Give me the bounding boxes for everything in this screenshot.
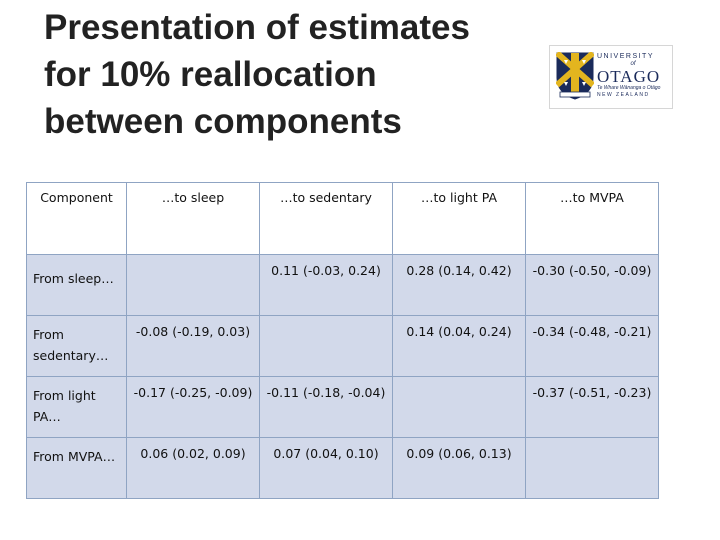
row-header: From MVPA… [26, 437, 127, 499]
column-header: …to sleep [126, 182, 260, 255]
table-row: From MVPA… 0.06 (0.02, 0.09) 0.07 (0.04,… [26, 437, 659, 499]
logo-line: OTAGO [597, 67, 661, 86]
table-cell [392, 376, 526, 438]
estimates-table: Component …to sleep …to sedentary …to li… [26, 182, 659, 499]
column-header: …to light PA [392, 182, 526, 255]
table-header-row: Component …to sleep …to sedentary …to li… [26, 182, 659, 255]
table-cell: 0.28 (0.14, 0.42) [392, 254, 526, 316]
table-cell: -0.34 (-0.48, -0.21) [525, 315, 659, 377]
row-header: From sleep… [26, 254, 127, 316]
table-row: From sedentary… -0.08 (-0.19, 0.03) 0.14… [26, 315, 659, 377]
slide-title-line: Presentation of estimates [44, 8, 470, 47]
table-cell: 0.06 (0.02, 0.09) [126, 437, 260, 499]
table-cell: -0.17 (-0.25, -0.09) [126, 376, 260, 438]
row-header: From sedentary… [26, 315, 127, 377]
table-cell: -0.11 (-0.18, -0.04) [259, 376, 393, 438]
column-header: …to sedentary [259, 182, 393, 255]
table-cell: 0.11 (-0.03, 0.24) [259, 254, 393, 316]
table-cell: 0.14 (0.04, 0.24) [392, 315, 526, 377]
table-cell [259, 315, 393, 377]
otago-crest-icon [556, 52, 594, 100]
row-header: From light PA… [26, 376, 127, 438]
logo-wordmark: UNIVERSITY of OTAGO Te Whare Wānanga o O… [597, 52, 669, 99]
slide-title: Presentation of estimates for 10% reallo… [44, 4, 544, 145]
slide-title-line: between components [44, 102, 402, 141]
table-cell: -0.30 (-0.50, -0.09) [525, 254, 659, 316]
table-cell: -0.37 (-0.51, -0.23) [525, 376, 659, 438]
column-header: …to MVPA [525, 182, 659, 255]
logo-line: UNIVERSITY [597, 53, 655, 60]
table-cell: -0.08 (-0.19, 0.03) [126, 315, 260, 377]
table-cell [126, 254, 260, 316]
table-cell: 0.09 (0.06, 0.13) [392, 437, 526, 499]
table-row: From light PA… -0.17 (-0.25, -0.09) -0.1… [26, 376, 659, 438]
logo-line: Te Whare Wānanga o Otāgo [597, 85, 661, 91]
table-row: From sleep… 0.11 (-0.03, 0.24) 0.28 (0.1… [26, 254, 659, 316]
column-header: Component [26, 182, 127, 255]
logo-line: of [630, 61, 636, 67]
table-cell [525, 437, 659, 499]
table-cell: 0.07 (0.04, 0.10) [259, 437, 393, 499]
slide-title-line: for 10% reallocation [44, 55, 377, 94]
logo-line: NEW ZEALAND [597, 92, 650, 98]
university-logo: UNIVERSITY of OTAGO Te Whare Wānanga o O… [549, 45, 673, 109]
